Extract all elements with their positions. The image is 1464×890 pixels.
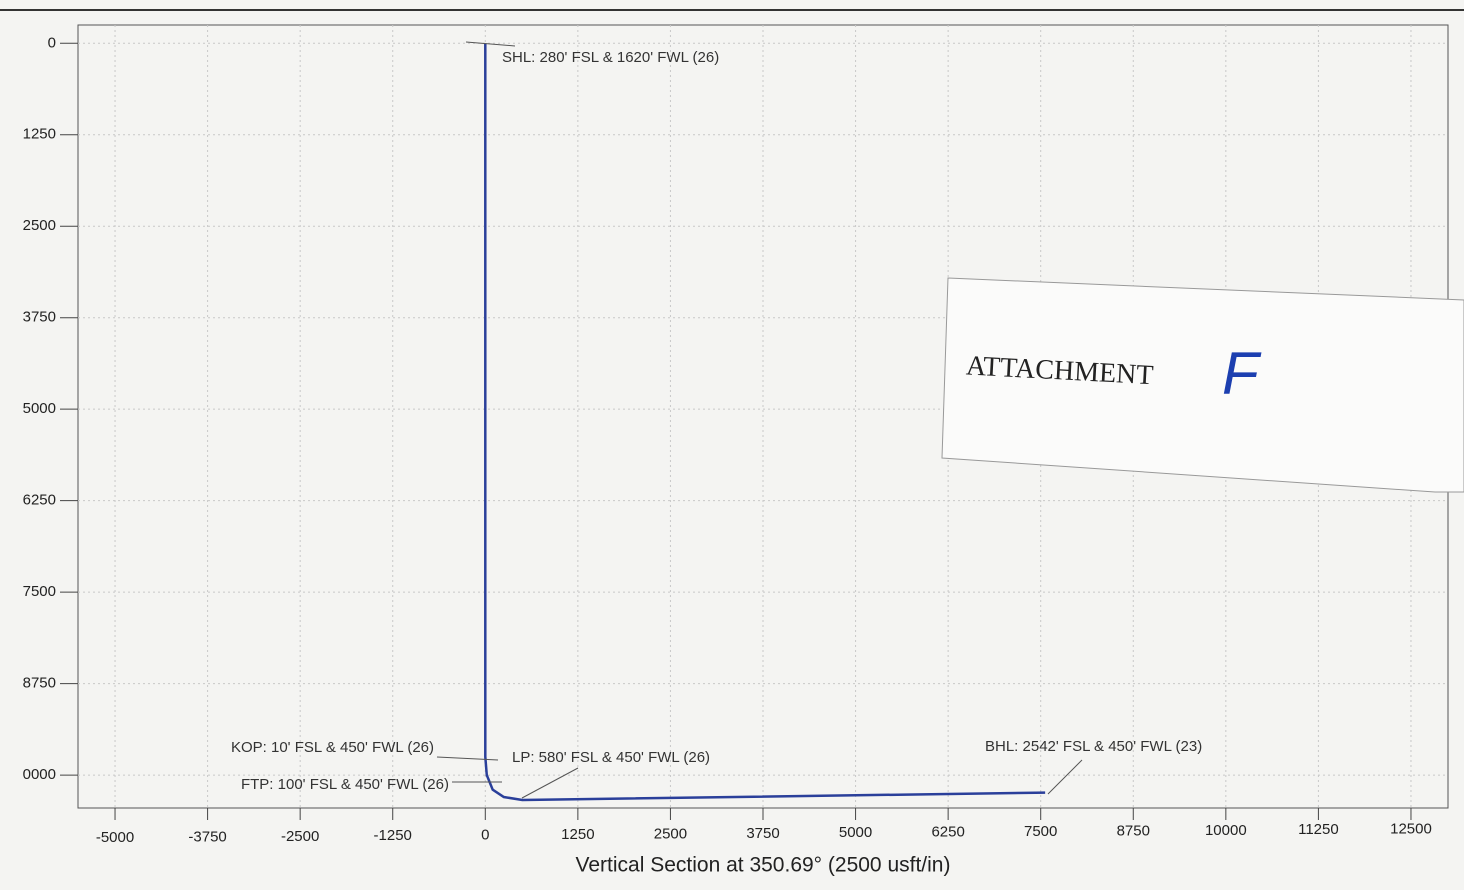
x-tick-label: 1250: [561, 826, 594, 843]
y-tick-label: 0: [48, 34, 56, 51]
x-tick-label: -2500: [281, 828, 319, 845]
annotation: BHL: 2542' FSL & 450' FWL (23): [985, 738, 1202, 755]
stamp-handwritten: F: [1222, 340, 1262, 407]
x-tick-label: 11250: [1298, 821, 1339, 838]
annotation-leader: [465, 41, 516, 47]
y-tick-label: 3750: [23, 309, 56, 326]
x-tick-label: 10000: [1205, 822, 1247, 839]
x-tick-label: -1250: [374, 827, 412, 844]
y-tick-label: 2500: [23, 217, 56, 234]
x-tick-label: -5000: [96, 829, 134, 846]
x-tick-label: 8750: [1117, 822, 1150, 839]
y-tick-label: 0000: [23, 766, 56, 783]
x-tick-label: 3750: [746, 825, 779, 842]
annotation-leader: [436, 756, 499, 761]
annotation-leader: [521, 767, 579, 799]
annotation: KOP: 10' FSL & 450' FWL (26): [231, 739, 434, 756]
annotation-leader: [1047, 759, 1083, 795]
x-axis-label: Vertical Section at 350.69° (2500 usft/i…: [576, 854, 951, 877]
y-tick-label: 1250: [23, 126, 56, 143]
x-tick-label: 7500: [1024, 823, 1057, 840]
x-tick-label: -3750: [188, 828, 226, 845]
annotation: SHL: 280' FSL & 1620' FWL (26): [502, 49, 719, 66]
annotation: LP: 580' FSL & 450' FWL (26): [512, 749, 710, 766]
attachment-card: ATTACHMENT F: [941, 277, 1464, 493]
y-tick-label: 5000: [23, 400, 56, 417]
well-path: [484, 43, 1046, 802]
annotation: FTP: 100' FSL & 450' FWL (26): [241, 776, 449, 793]
x-tick-label: 0: [481, 827, 489, 844]
y-tick-label: 7500: [23, 583, 56, 600]
x-tick-label: 5000: [839, 824, 872, 841]
x-tick-label: 2500: [654, 825, 687, 842]
y-tick-label: 8750: [23, 675, 56, 692]
x-tick-label: 12500: [1390, 821, 1432, 838]
y-tick-label: 6250: [23, 492, 56, 509]
x-tick-label: 6250: [931, 824, 964, 841]
